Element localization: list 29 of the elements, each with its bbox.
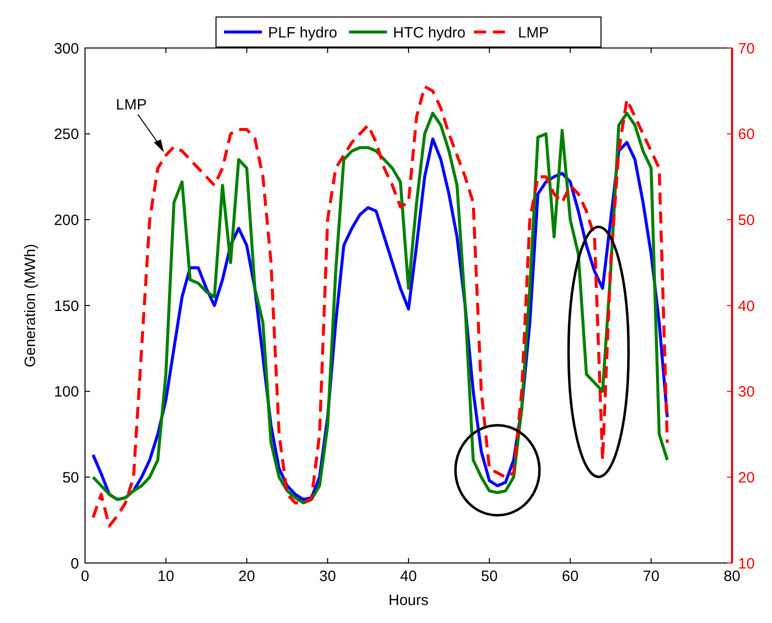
- y2-tick-label: 70: [738, 40, 755, 58]
- y-tick-label: 200: [54, 212, 79, 229]
- x-tick-label: 60: [562, 568, 579, 585]
- x-tick-label: 80: [724, 568, 740, 585]
- annotation: LMP: [116, 96, 147, 114]
- y-tick-label: 50: [62, 469, 79, 486]
- y-tick-label: 100: [54, 384, 79, 401]
- x-tick-label: 40: [400, 568, 417, 585]
- y-tick-label: 0: [70, 555, 79, 572]
- x-tick-label: 0: [80, 568, 90, 585]
- legend-label: LMP: [518, 24, 549, 42]
- y2-tick-label: 20: [738, 469, 755, 486]
- x-tick-label: 70: [642, 568, 660, 585]
- x-tick-label: 20: [238, 568, 256, 585]
- y-tick-label: 250: [54, 126, 79, 144]
- y2-tick-label: 60: [738, 126, 755, 144]
- x-tick-label: 10: [158, 568, 174, 585]
- x-tick-label: 30: [319, 568, 336, 585]
- y-axis-title: Generation (MWh): [22, 244, 39, 368]
- legend-label: PLF hydro: [268, 24, 338, 42]
- x-axis-title: Hours: [388, 592, 429, 609]
- y2-tick-label: 30: [738, 384, 755, 401]
- y2-tick-label: 40: [738, 298, 755, 315]
- y-tick-label: 300: [54, 40, 79, 58]
- y2-tick-label: 50: [738, 212, 755, 229]
- x-tick-label: 50: [481, 568, 498, 585]
- legend-label: HTC hydro: [393, 24, 466, 42]
- y2-tick-label: 10: [738, 555, 755, 572]
- y-tick-label: 150: [54, 298, 79, 315]
